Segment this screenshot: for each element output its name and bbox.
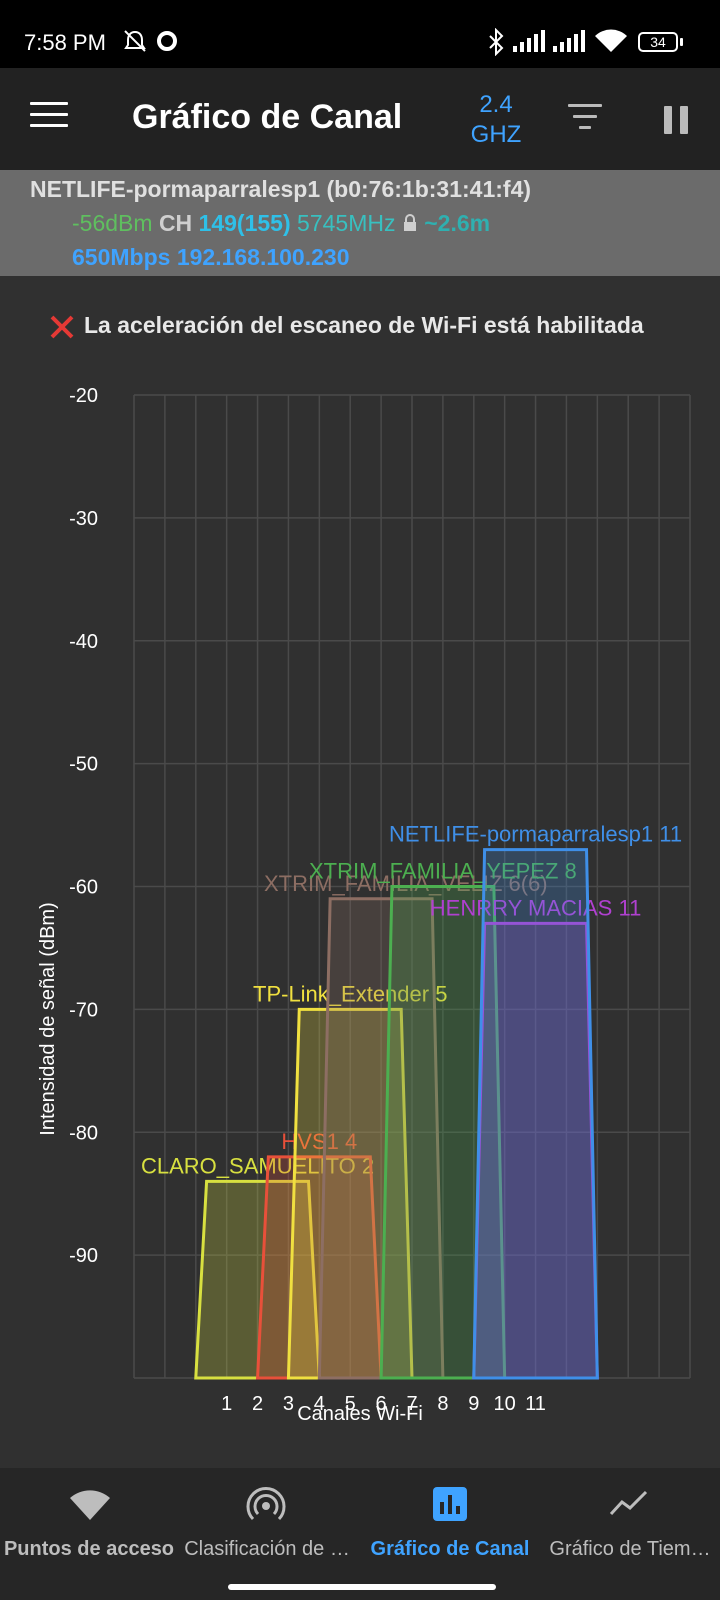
x-axis-ticks: 1 2 3 4 5 6 7 8 9 10 11 <box>221 1393 546 1415</box>
warning-text: La aceleración del escaneo de Wi-Fi está… <box>84 312 644 338</box>
series-label: NETLIFE-pormaparralesp1 11 <box>389 822 682 847</box>
x-tick-label: 8 <box>437 1393 448 1415</box>
series-xtrim-familia-veliz-6-6-: XTRIM_FAMILIA_VELIZ 6(6) <box>264 871 548 1380</box>
scan-throttle-warning: La aceleración del escaneo de Wi-Fi está… <box>48 312 644 341</box>
signal-bars-icon <box>513 30 545 52</box>
y-tick-label: -20 <box>69 385 98 407</box>
page-title: Gráfico de Canal <box>132 98 403 136</box>
connection-frequency: 5745MHz <box>297 210 396 236</box>
battery-icon: 34 <box>638 32 678 52</box>
x-tick-label: 6 <box>376 1393 387 1415</box>
y-tick-label: -60 <box>69 877 98 899</box>
nav-label-time-graph: Gráfico de Tiem… <box>549 1538 711 1560</box>
x-axis-label: Canales Wi-Fi <box>297 1403 423 1425</box>
band-value: 2.4 <box>479 91 513 118</box>
home-indicator[interactable] <box>228 1584 496 1590</box>
connection-distance: ~2.6m <box>424 210 491 236</box>
x-tick-label: 1 <box>221 1393 232 1415</box>
series-hvs1-4: HVS1 4 <box>255 1129 383 1380</box>
status-time: 7:58 PM <box>24 30 106 55</box>
app-bar: Gráfico de Canal 2.4 GHZ <box>0 68 720 170</box>
nav-channel-rating[interactable]: Clasificación de … <box>178 1468 356 1568</box>
nav-time-graph[interactable]: Gráfico de Tiem… <box>540 1468 720 1568</box>
radar-icon <box>246 1487 286 1521</box>
bottom-navigation: Puntos de acceso Clasificación de … Gráf… <box>0 1468 720 1600</box>
y-tick-label: -70 <box>69 999 98 1021</box>
x-tick-label: 5 <box>345 1393 356 1415</box>
series-label: XTRIM_FAMILIA_VELIZ 6(6) <box>264 871 548 896</box>
band-selector-button[interactable]: 2.4 GHZ <box>460 90 532 150</box>
series-area <box>379 885 507 1380</box>
nav-channel-graph[interactable]: Gráfico de Canal <box>360 1468 540 1568</box>
connection-ssid: NETLIFE-pormaparralesp1 (b0:76:1b:31:41:… <box>30 176 532 202</box>
series-label: HENRRY MACIAS 11 <box>430 895 642 920</box>
y-tick-label: -50 <box>69 754 98 776</box>
menu-icon[interactable] <box>30 102 68 132</box>
x-tick-label: 3 <box>283 1393 294 1415</box>
battery-nub <box>680 38 683 46</box>
nav-label-access-points: Puntos de acceso <box>3 1538 175 1560</box>
wifi-status-icon <box>595 29 627 52</box>
signal-bars-icon-2 <box>553 30 585 52</box>
bluetooth-icon <box>489 28 504 56</box>
close-icon <box>50 315 74 339</box>
status-bar: 7:58 PM 34 <box>0 0 720 68</box>
x-tick-label: 7 <box>406 1393 417 1415</box>
x-tick-label: 2 <box>252 1393 263 1415</box>
connection-ch-label: CH <box>158 210 193 236</box>
y-axis-label: Intensidad de señal (dBm) <box>37 902 59 1135</box>
connection-details: -56dBm CH 149(155) 5745MHz ~2.6m <box>72 210 490 237</box>
bell-off-icon <box>124 30 146 52</box>
connection-panel[interactable]: NETLIFE-pormaparralesp1 (b0:76:1b:31:41:… <box>0 170 720 276</box>
nav-label-channel-graph: Gráfico de Canal <box>370 1538 530 1560</box>
x-tick-label: 9 <box>468 1393 479 1415</box>
y-tick-label: -80 <box>69 1122 98 1144</box>
line-chart-icon <box>609 1490 648 1516</box>
nav-access-points[interactable]: Puntos de acceso <box>0 1468 178 1568</box>
filter-icon[interactable] <box>566 104 604 134</box>
series-label: XTRIM_FAMILIA_YEPEZ 8 <box>309 859 577 884</box>
series-xtrim-familia-yepez-8: XTRIM_FAMILIA_YEPEZ 8 <box>309 859 577 1380</box>
series-area <box>472 848 599 1380</box>
y-tick-label: -30 <box>69 508 98 530</box>
bar-chart-icon <box>433 1487 467 1521</box>
x-tick-label: 10 <box>494 1393 516 1415</box>
pause-icon[interactable] <box>664 106 690 134</box>
y-tick-label: -40 <box>69 631 98 653</box>
y-axis-ticks: -20 -30 -40 -50 -60 -70 -80 -90 <box>69 385 98 1267</box>
connection-speed-ip: 650Mbps 192.168.100.230 <box>72 244 350 270</box>
band-unit: GHZ <box>470 121 522 148</box>
nav-label-channel-rating: Clasificación de … <box>184 1538 350 1560</box>
series-tp-link-extender-5: TP-Link_Extender 5 <box>253 981 447 1380</box>
connection-signal: -56dBm <box>72 210 153 236</box>
wifi-icon <box>70 1490 110 1520</box>
circle-icon <box>157 31 177 51</box>
x-tick-label: 4 <box>314 1393 325 1415</box>
series-netlife-pormaparralesp1-11: NETLIFE-pormaparralesp1 11 <box>389 822 682 1380</box>
connection-channel: 149(155) <box>198 210 291 236</box>
x-tick-label: 11 <box>525 1393 546 1415</box>
battery-level: 34 <box>650 34 666 50</box>
y-tick-label: -90 <box>69 1245 98 1267</box>
lock-icon <box>403 214 416 231</box>
channel-chart: -20 -30 -40 -50 -60 -70 -80 -90 1 2 3 4 5 6 7 8 9 10 11 C… <box>37 385 691 1425</box>
series-label: TP-Link_Extender 5 <box>253 981 447 1006</box>
